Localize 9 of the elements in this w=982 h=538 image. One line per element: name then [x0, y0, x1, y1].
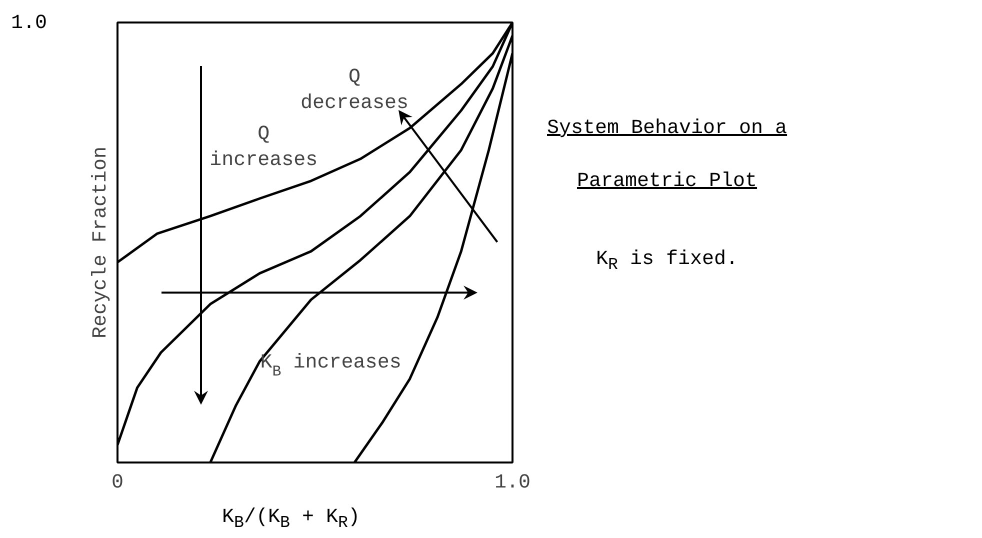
text: K$_{R}$ is fixed.	[595, 247, 740, 278]
text: 1.0	[11, 11, 48, 37]
x-tick-label: 0	[112, 472, 124, 494]
y-axis-title: Recycle Fraction	[90, 146, 112, 339]
x-axis-title: K$_{B}$/(K$_{B}$ + K$_{R}$)	[222, 505, 360, 535]
annotation: Q increases	[210, 123, 318, 172]
annotation: Q decreases	[300, 66, 409, 115]
text: System Behavior on a	[547, 116, 788, 142]
text: Parametric Plot	[576, 168, 758, 195]
